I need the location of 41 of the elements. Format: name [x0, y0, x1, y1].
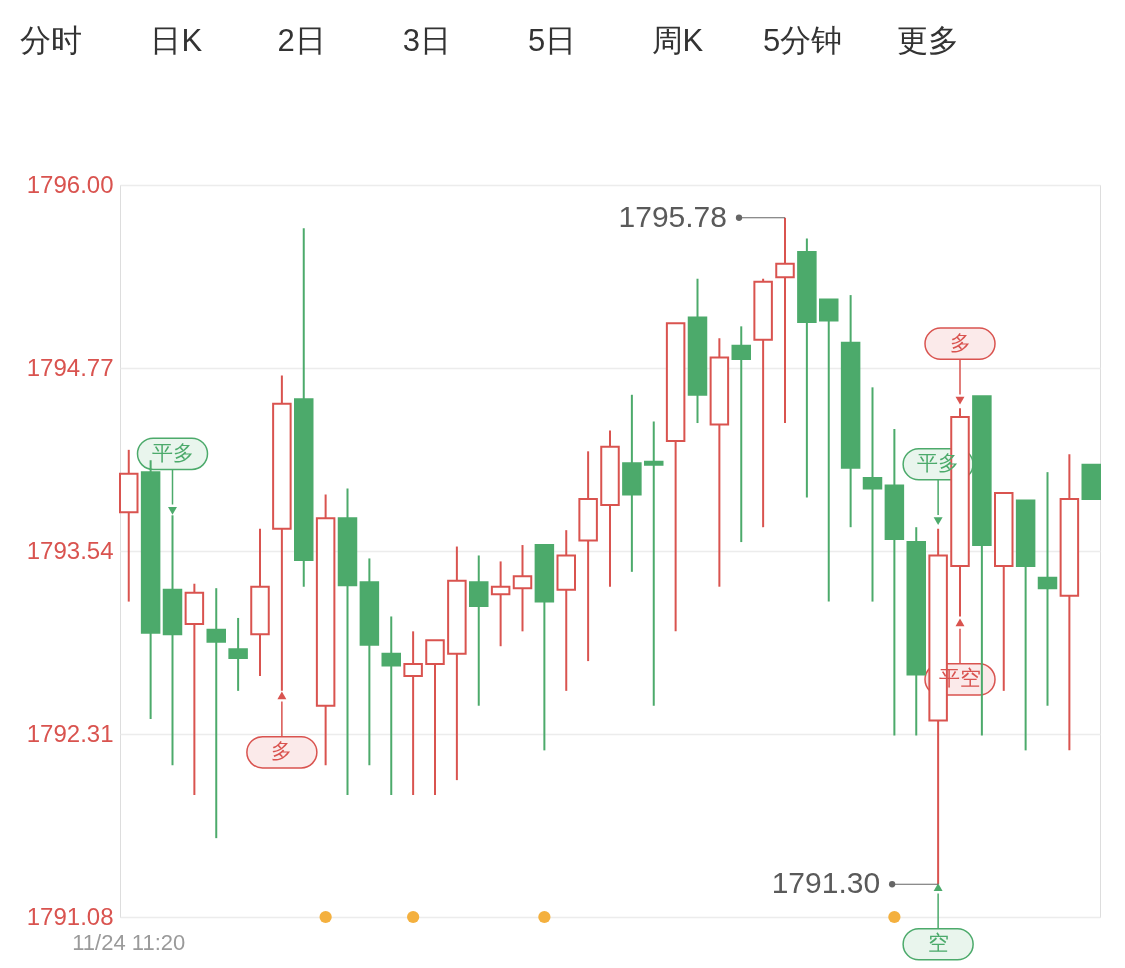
candlestick [490, 560, 511, 648]
point [955, 618, 965, 627]
point [277, 691, 287, 700]
y-tick-label: 1791.08 [26, 902, 114, 930]
point [933, 517, 943, 526]
candlestick [862, 386, 883, 603]
candlestick [469, 554, 489, 707]
text: 1795.78 [618, 199, 727, 233]
text: 1791.30 [771, 866, 881, 900]
text: 周K [651, 23, 704, 58]
candlestick [644, 420, 664, 707]
candlestick [819, 298, 839, 603]
point [407, 910, 420, 924]
candlestick [381, 615, 401, 796]
point [888, 910, 901, 924]
y-tick-label: 1794.77 [26, 353, 114, 381]
text: 5日 [528, 23, 577, 58]
y-tick-label: 1793.54 [26, 536, 114, 564]
candlestick [228, 616, 248, 692]
y-tick-label: 1796.00 [26, 170, 114, 198]
y-tick-label: 1792.31 [26, 719, 114, 747]
text: 日K [150, 23, 203, 58]
point [168, 506, 177, 515]
candlestick [425, 639, 445, 796]
x-tick-label: 11/24 11:20 [72, 929, 186, 955]
text: 分时 [20, 23, 82, 58]
text: 2日 [277, 23, 326, 58]
candlestick [512, 544, 533, 633]
point [955, 396, 965, 405]
data-label: 空 [927, 931, 949, 955]
text: 5分钟 [763, 23, 843, 58]
point [319, 910, 332, 924]
candlestick [403, 630, 423, 796]
candlestick [1037, 471, 1058, 707]
point [538, 910, 551, 924]
candlestick [206, 587, 226, 840]
candlestick [731, 325, 751, 544]
point [933, 883, 943, 892]
candlestick [775, 216, 795, 425]
text: 3日 [402, 23, 451, 58]
text: 更多 [897, 23, 959, 58]
